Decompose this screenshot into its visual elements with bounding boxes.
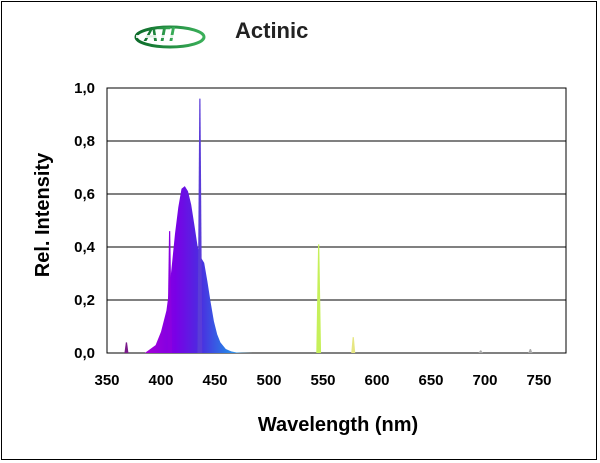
emission-peak	[528, 349, 533, 353]
y-tick-label: 0,6	[74, 186, 95, 203]
emission-peak	[197, 98, 203, 353]
x-tick-label: 550	[310, 372, 335, 389]
emission-peak	[351, 337, 356, 353]
x-tick-label: 750	[526, 372, 551, 389]
emission-peak	[316, 244, 322, 353]
emission-peak	[124, 342, 129, 353]
y-tick-label: 1,0	[74, 80, 95, 97]
y-tick-label: 0,4	[74, 239, 96, 256]
plot-area	[106, 87, 567, 354]
chart-title: Actinic	[235, 18, 309, 43]
x-tick-label: 600	[364, 372, 389, 389]
x-tick-label: 450	[202, 372, 227, 389]
x-tick-label: 500	[256, 372, 281, 389]
y-tick-label: 0,0	[74, 345, 95, 362]
x-tick-label: 400	[148, 372, 173, 389]
y-tick-label: 0,2	[74, 292, 95, 309]
emission-peak	[478, 350, 483, 353]
ati-logo: ATI	[134, 14, 224, 54]
x-axis-label: Wavelength (nm)	[258, 414, 418, 436]
emission-peak	[167, 231, 173, 353]
x-tick-label: 650	[418, 372, 443, 389]
y-tick-label: 0,8	[74, 133, 95, 150]
x-tick-label: 350	[94, 372, 119, 389]
y-axis-label: Rel. Intensity	[32, 152, 54, 277]
x-tick-label: 700	[472, 372, 497, 389]
